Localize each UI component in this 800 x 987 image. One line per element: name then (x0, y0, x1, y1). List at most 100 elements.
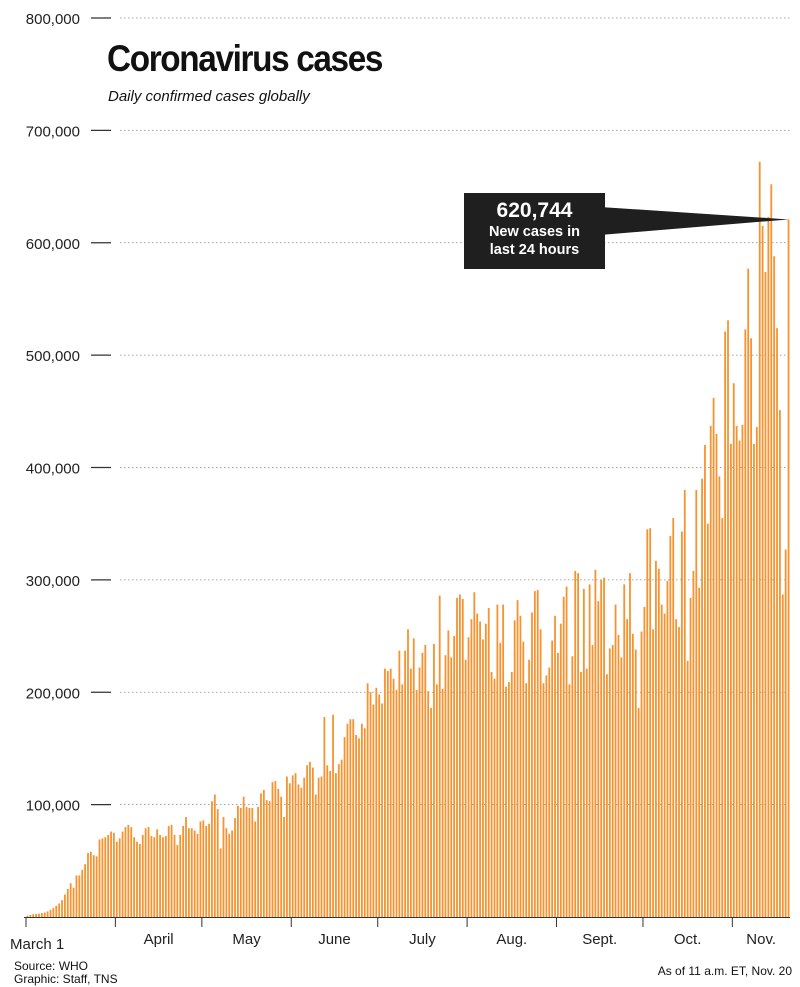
bar (701, 478, 703, 917)
bar (199, 821, 202, 917)
bar (182, 825, 185, 917)
bar (591, 645, 594, 917)
bar (623, 584, 626, 917)
bar (164, 836, 167, 917)
bar (395, 690, 398, 917)
bar (464, 659, 467, 917)
as-of-note: As of 11 a.m. ET, Nov. 20 (657, 964, 792, 978)
bar (776, 328, 778, 917)
x-tick-label: April (144, 931, 174, 948)
bar (303, 777, 306, 917)
bar (730, 443, 732, 917)
bars (26, 161, 790, 918)
bar (277, 788, 280, 917)
bar (430, 707, 432, 917)
bar (657, 568, 660, 917)
bar (237, 805, 239, 917)
bar (291, 775, 294, 917)
bar (450, 657, 453, 917)
bar (738, 440, 741, 917)
bar (548, 667, 551, 917)
bar (663, 613, 666, 917)
bar (173, 834, 176, 917)
bar (669, 536, 672, 917)
bar (392, 678, 395, 917)
bar (712, 397, 715, 917)
bar (516, 600, 519, 917)
callout-line2: last 24 hours (489, 242, 580, 258)
bar (611, 645, 614, 917)
bar (753, 443, 755, 917)
source-note: Source: WHO (14, 959, 89, 973)
callout-pointer-shape (600, 207, 789, 235)
bar (692, 570, 695, 917)
bar (156, 829, 159, 917)
bar (513, 620, 516, 917)
bar (568, 684, 571, 917)
bar (672, 518, 675, 917)
bar (447, 630, 450, 917)
bar (545, 675, 548, 917)
bar (216, 809, 219, 917)
bar (150, 836, 153, 917)
bar (38, 913, 40, 917)
bar (176, 845, 179, 917)
bar (196, 833, 199, 917)
bar (646, 529, 649, 917)
bar (755, 427, 758, 917)
bar (92, 855, 95, 917)
bar (346, 723, 349, 917)
bar (360, 723, 363, 917)
bar (208, 823, 210, 917)
bar (473, 592, 476, 917)
y-tick-label: 700,000 (26, 123, 80, 140)
bar (479, 621, 481, 917)
bar (297, 784, 300, 917)
bar (369, 692, 372, 917)
bar (167, 825, 170, 917)
bar (72, 887, 75, 917)
bar (634, 649, 637, 917)
bar (190, 828, 193, 917)
bar (565, 586, 568, 917)
bar (363, 728, 366, 917)
bar (32, 914, 35, 917)
bar (141, 834, 144, 917)
bar (727, 320, 729, 917)
bar (64, 894, 66, 917)
bar (335, 773, 337, 917)
bar (531, 612, 533, 917)
x-axis: March 1 April May June July Aug. Sept. Oct. Nov. (10, 917, 790, 953)
bar (666, 580, 669, 917)
bar (202, 820, 205, 917)
bar (355, 734, 357, 917)
bar (375, 687, 378, 917)
bar (386, 670, 389, 917)
bar (133, 837, 136, 917)
bar (574, 570, 577, 917)
bar (283, 816, 285, 917)
bar (300, 787, 303, 917)
bar (121, 831, 124, 917)
bar (326, 765, 329, 917)
bar (280, 796, 283, 917)
bar (496, 604, 499, 917)
bar (404, 650, 407, 917)
bar (124, 827, 127, 917)
x-tick-label: June (318, 931, 351, 948)
bar (43, 912, 46, 917)
bar (680, 531, 683, 917)
bar (162, 837, 164, 917)
bar (706, 523, 709, 917)
x-tick-label: Sept. (582, 931, 617, 948)
bar (98, 839, 101, 917)
bar (709, 425, 712, 917)
bar (170, 824, 173, 917)
bar (337, 764, 340, 917)
x-tick-label: May (232, 931, 261, 948)
bar (118, 838, 121, 917)
chart-subtitle: Daily confirmed cases globally (108, 88, 310, 105)
bar (718, 476, 721, 917)
bar (349, 719, 352, 917)
bar (185, 816, 187, 917)
